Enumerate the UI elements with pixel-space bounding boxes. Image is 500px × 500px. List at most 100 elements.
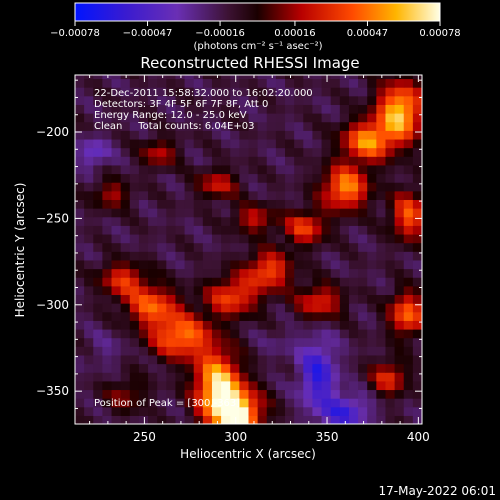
heatmap-cell <box>266 285 277 296</box>
heatmap-cell <box>75 78 85 88</box>
heatmap-cell <box>202 268 213 278</box>
heatmap-cell <box>230 225 240 235</box>
heatmap-cell <box>248 268 259 278</box>
heatmap-cell <box>221 251 231 261</box>
heatmap-cell <box>275 346 286 356</box>
heatmap-cell <box>403 354 414 365</box>
heatmap-cell <box>166 328 177 339</box>
heatmap-cell <box>321 199 332 209</box>
heatmap-cell <box>348 285 359 296</box>
heatmap-cell <box>285 320 295 330</box>
heatmap-cell <box>193 95 204 105</box>
heatmap-cell <box>248 259 259 270</box>
heatmap-cell <box>84 363 94 373</box>
heatmap-cell <box>239 182 250 192</box>
heatmap-cell <box>193 75 204 80</box>
heatmap-cell <box>367 389 377 399</box>
heatmap-cell <box>138 380 149 391</box>
heatmap-cell <box>102 389 113 399</box>
heatmap-cell <box>403 87 414 97</box>
heatmap-cell <box>211 75 222 80</box>
heatmap-cell <box>75 303 85 313</box>
heatmap-cell <box>230 251 240 261</box>
heatmap-cell <box>403 121 414 131</box>
heatmap-cell <box>412 415 422 424</box>
heatmap-cell <box>239 320 250 330</box>
heatmap-cell <box>129 389 140 399</box>
heatmap-cell <box>157 242 167 252</box>
heatmap-cell <box>266 87 277 97</box>
heatmap-cell <box>275 130 286 140</box>
heatmap-cell <box>248 104 259 114</box>
heatmap-cell <box>157 190 167 200</box>
heatmap-cell <box>230 95 240 105</box>
heatmap-cell <box>138 182 149 192</box>
heatmap-cell <box>312 242 323 252</box>
heatmap-cell <box>312 199 323 209</box>
heatmap-cell <box>93 354 103 365</box>
heatmap-cell <box>193 104 204 114</box>
heatmap-cell <box>93 346 103 356</box>
heatmap-cell <box>285 346 295 356</box>
heatmap-cell <box>175 251 186 261</box>
heatmap-cell <box>403 415 414 424</box>
heatmap-cell <box>175 398 186 408</box>
peak-position-label: Position of Peak = [300,-363] <box>94 398 240 409</box>
heatmap-cell <box>394 95 405 105</box>
heatmap-cell <box>376 208 387 218</box>
heatmap-cell <box>102 104 113 114</box>
heatmap-cell <box>312 294 323 304</box>
heatmap-cell <box>239 268 250 278</box>
heatmap-cell <box>120 380 131 391</box>
heatmap-cell <box>239 78 250 88</box>
heatmap-cell <box>166 415 177 424</box>
heatmap-cell <box>385 277 396 287</box>
heatmap-cell <box>120 225 131 235</box>
colorbar-tick-label: 0.00047 <box>347 28 388 39</box>
heatmap-cell <box>294 216 304 226</box>
heatmap-cell <box>230 311 240 321</box>
heatmap-cell <box>221 406 231 416</box>
heatmap-cell <box>385 208 396 218</box>
heatmap-cell <box>321 130 332 140</box>
heatmap-cell <box>120 156 131 166</box>
heatmap-cell <box>84 311 94 321</box>
heatmap-cell <box>148 121 158 131</box>
heatmap-cell <box>385 75 396 80</box>
heatmap-cell <box>403 259 414 270</box>
heatmap-cell <box>367 78 377 88</box>
heatmap-cell <box>376 311 387 321</box>
heatmap-cell <box>358 156 368 166</box>
heatmap-cell <box>412 147 422 157</box>
heatmap-cell <box>257 87 268 97</box>
heatmap-cell <box>275 354 286 365</box>
heatmap-cell <box>75 216 85 226</box>
heatmap-cell <box>166 259 177 270</box>
heatmap-cell <box>138 147 149 157</box>
heatmap-cell <box>257 208 268 218</box>
heatmap-cell <box>120 268 131 278</box>
heatmap-cell <box>348 372 359 382</box>
heatmap-cell <box>184 225 195 235</box>
heatmap-cell <box>248 121 259 131</box>
heatmap-cell <box>312 113 323 123</box>
heatmap-cell <box>312 87 323 97</box>
heatmap-cell <box>367 156 377 166</box>
heatmap-cell <box>211 398 222 408</box>
heatmap-cell <box>166 303 177 313</box>
heatmap-cell <box>93 363 103 373</box>
heatmap-cell <box>138 78 149 88</box>
heatmap-cell <box>175 216 186 226</box>
heatmap-cell <box>376 294 387 304</box>
heatmap-cell <box>275 113 286 123</box>
heatmap-cell <box>376 277 387 287</box>
heatmap-cell <box>102 130 113 140</box>
heatmap-cell <box>348 225 359 235</box>
heatmap-cell <box>385 328 396 339</box>
heatmap-cell <box>221 95 231 105</box>
heatmap-cell <box>376 225 387 235</box>
heatmap-cell <box>148 346 158 356</box>
heatmap-cell <box>175 380 186 391</box>
heatmap-cell <box>303 208 314 218</box>
heatmap-cell <box>230 242 240 252</box>
